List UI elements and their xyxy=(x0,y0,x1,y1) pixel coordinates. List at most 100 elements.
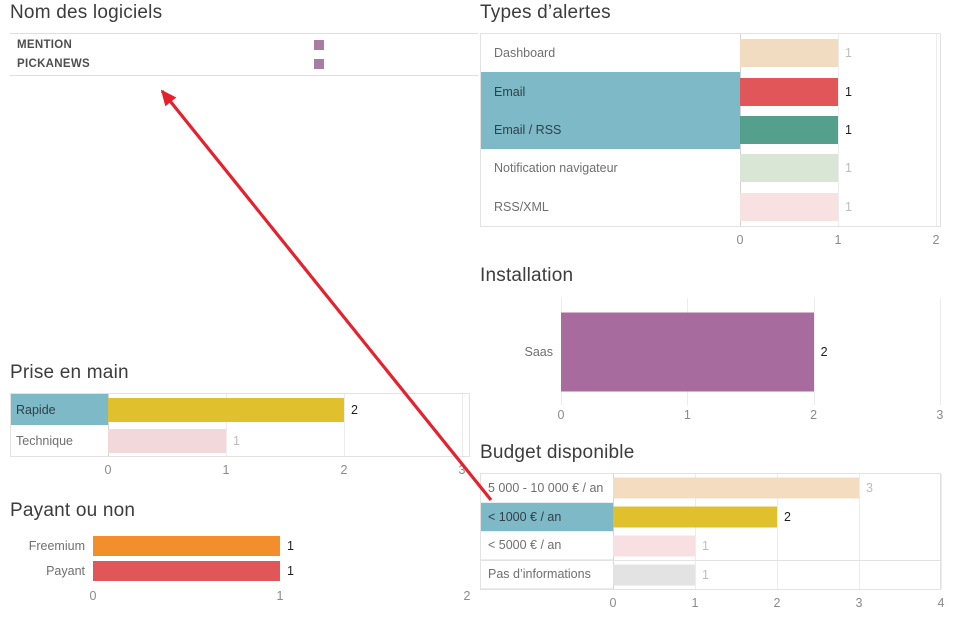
axis-tick: 2 xyxy=(810,408,818,422)
budget-chart: 5 000 - 10 000 € / an 3 < 1000 € / an 2 < 50… xyxy=(480,473,942,590)
value-label: 1 xyxy=(845,123,852,138)
row-label: Freemium xyxy=(28,539,85,554)
value-label: 1 xyxy=(845,46,852,61)
axis-tick: 0 xyxy=(557,408,565,422)
value-label: 1 xyxy=(233,433,240,448)
row-plot: 1 xyxy=(740,111,940,149)
bar[interactable] xyxy=(93,536,280,557)
axis-tick: 0 xyxy=(609,596,617,610)
budget-row[interactable]: < 1000 € / an 2 xyxy=(481,502,940,532)
axis-tick: 3 xyxy=(458,463,466,477)
axis-tick: 0 xyxy=(89,589,97,603)
logiciel-row[interactable]: PICKANEWS xyxy=(10,55,478,74)
row-plot: 1 xyxy=(613,560,940,589)
square-marker-icon[interactable] xyxy=(314,40,324,50)
bar[interactable] xyxy=(561,312,814,391)
payant-row[interactable]: Freemium 1 xyxy=(10,534,470,559)
axis-tick: 2 xyxy=(773,596,781,610)
value-label: 2 xyxy=(820,344,828,359)
bar[interactable] xyxy=(613,477,859,499)
chart-title-logiciels: Nom des logiciels xyxy=(10,2,163,23)
value-label: 1 xyxy=(845,84,852,99)
row-plot: 1 xyxy=(613,532,940,561)
axis-tick: 2 xyxy=(932,233,940,247)
bar[interactable] xyxy=(613,564,695,586)
installation-chart: Saas 2 xyxy=(480,298,941,405)
chart-title-installation: Installation xyxy=(480,265,574,286)
prise_en_main-row[interactable]: Technique 1 xyxy=(11,425,469,456)
value-label: 1 xyxy=(287,563,294,578)
gridline xyxy=(941,474,942,589)
prise_en_main-row[interactable]: Rapide 2 xyxy=(11,394,469,425)
row-plot: 1 xyxy=(93,534,470,559)
row-label: < 5000 € / an xyxy=(481,532,613,561)
bar[interactable] xyxy=(108,397,344,422)
logiciel-name: PICKANEWS xyxy=(17,58,90,70)
payant-row[interactable]: Payant 1 xyxy=(10,559,470,584)
value-label: 1 xyxy=(287,539,294,554)
row-label: RSS/XML xyxy=(494,199,549,214)
chart-title-payant: Payant ou non xyxy=(10,500,136,521)
chart-title-budget: Budget disponible xyxy=(480,442,635,463)
gridline xyxy=(939,298,941,405)
types_alertes-row[interactable]: Dashboard 1 xyxy=(481,34,940,72)
row-plot: 3 xyxy=(613,474,940,503)
budget-row[interactable]: Pas d’informations 1 xyxy=(481,560,940,589)
bar[interactable] xyxy=(740,39,838,68)
axis-tick: 3 xyxy=(936,408,944,422)
bar[interactable] xyxy=(740,154,838,183)
bar[interactable] xyxy=(613,506,777,528)
bar[interactable] xyxy=(613,535,695,557)
axis-tick: 2 xyxy=(340,463,348,477)
row-plot: 2 xyxy=(613,503,940,532)
row-label: Payant xyxy=(46,563,85,578)
row-plot: 1 xyxy=(93,559,470,584)
logiciel-name: MENTION xyxy=(17,39,73,51)
row-label: Rapide xyxy=(11,394,108,425)
row-plot: 1 xyxy=(740,149,940,187)
types-alertes-chart: Dashboard 1 Email 1 Email / RSS 1 Notification… xyxy=(480,33,941,227)
types_alertes-row[interactable]: Notification navigateur 1 xyxy=(481,149,940,187)
bar[interactable] xyxy=(108,428,226,453)
logiciel-row[interactable]: MENTION xyxy=(10,36,478,55)
axis-tick: 1 xyxy=(222,463,230,477)
types_alertes-row[interactable]: RSS/XML 1 xyxy=(481,188,940,226)
axis-tick: 4 xyxy=(937,596,945,610)
types-alertes-axis: 0 1 2 xyxy=(480,233,941,249)
installation-row[interactable]: Saas 2 xyxy=(480,298,940,405)
installation-axis: 0 1 2 3 xyxy=(480,408,944,424)
bar[interactable] xyxy=(740,192,838,221)
row-label: 5 000 - 10 000 € / an xyxy=(481,474,613,503)
value-label: 1 xyxy=(845,199,852,214)
axis-tick: 0 xyxy=(104,463,112,477)
value-label: 2 xyxy=(351,402,358,417)
row-label: Email / RSS xyxy=(481,110,740,150)
payant-axis: 0 1 2 xyxy=(10,589,471,605)
row-label: Technique xyxy=(16,433,73,448)
chart-title-prise-en-main: Prise en main xyxy=(10,362,129,383)
row-plot: 1 xyxy=(740,34,940,72)
types_alertes-row[interactable]: Email / RSS 1 xyxy=(481,110,940,150)
axis-tick: 1 xyxy=(276,589,284,603)
prise-en-main-chart: Rapide 2 Technique 1 xyxy=(10,393,470,457)
axis-tick: 2 xyxy=(463,589,471,603)
square-marker-icon[interactable] xyxy=(314,59,324,69)
axis-tick: 1 xyxy=(691,596,699,610)
logiciels-list: MENTION PICKANEWS xyxy=(10,33,478,76)
row-plot: 1 xyxy=(740,72,940,110)
row-label: Email xyxy=(481,72,740,111)
row-label: Dashboard xyxy=(494,46,556,61)
axis-tick: 0 xyxy=(736,233,744,247)
bar[interactable] xyxy=(93,560,280,581)
types_alertes-row[interactable]: Email 1 xyxy=(481,72,940,111)
axis-tick: 3 xyxy=(855,596,863,610)
budget-row[interactable]: < 5000 € / an 1 xyxy=(481,532,940,561)
bar[interactable] xyxy=(740,77,838,106)
row-plot: 1 xyxy=(108,425,469,456)
value-label: 2 xyxy=(784,510,791,525)
bar[interactable] xyxy=(740,116,838,145)
value-label: 1 xyxy=(702,538,709,553)
budget-row[interactable]: 5 000 - 10 000 € / an 3 xyxy=(481,474,940,503)
row-label: < 1000 € / an xyxy=(481,502,613,532)
